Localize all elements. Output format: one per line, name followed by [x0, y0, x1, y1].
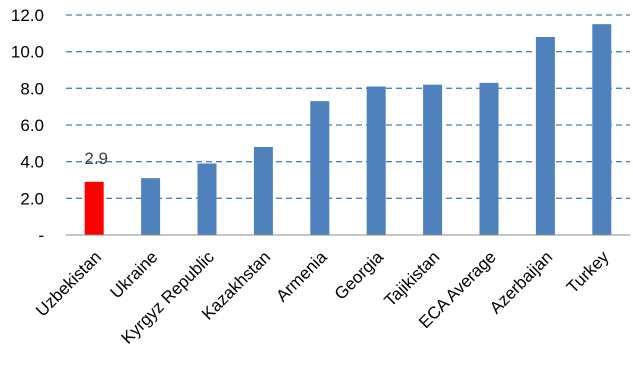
- bar-ukraine: [141, 178, 161, 235]
- x-category-label: Ukraine: [107, 247, 162, 302]
- y-tick-label: 2.0: [20, 189, 44, 208]
- y-tick-label: -: [38, 226, 44, 245]
- y-tick-label: 6.0: [20, 116, 44, 135]
- bar-georgia: [366, 86, 386, 235]
- y-tick-label: 10.0: [11, 43, 44, 62]
- bar-kyrgyz-republic: [197, 163, 217, 235]
- x-category-label: Georgia: [331, 247, 388, 304]
- data-labels: 2.9: [84, 149, 108, 168]
- x-category-label: Uzbekistan: [32, 247, 105, 320]
- y-tick-label: 4.0: [20, 153, 44, 172]
- data-label: 2.9: [84, 149, 108, 168]
- bar-uzbekistan: [84, 181, 104, 235]
- x-category-label: Armenia: [272, 247, 331, 306]
- bar-armenia: [310, 101, 330, 236]
- bars: [84, 24, 612, 236]
- x-category-label: Turkey: [563, 247, 613, 297]
- bar-kazakhstan: [253, 147, 273, 235]
- bar-eca-average: [479, 82, 499, 235]
- y-axis-ticks: - 2.0 4.0 6.0 8.0 10.0 12.0: [11, 6, 44, 245]
- y-tick-label: 8.0: [20, 79, 44, 98]
- bar-tajikistan: [423, 84, 443, 236]
- bar-turkey: [592, 24, 612, 235]
- y-tick-label: 12.0: [11, 6, 44, 25]
- bar-azerbaijan: [535, 37, 555, 235]
